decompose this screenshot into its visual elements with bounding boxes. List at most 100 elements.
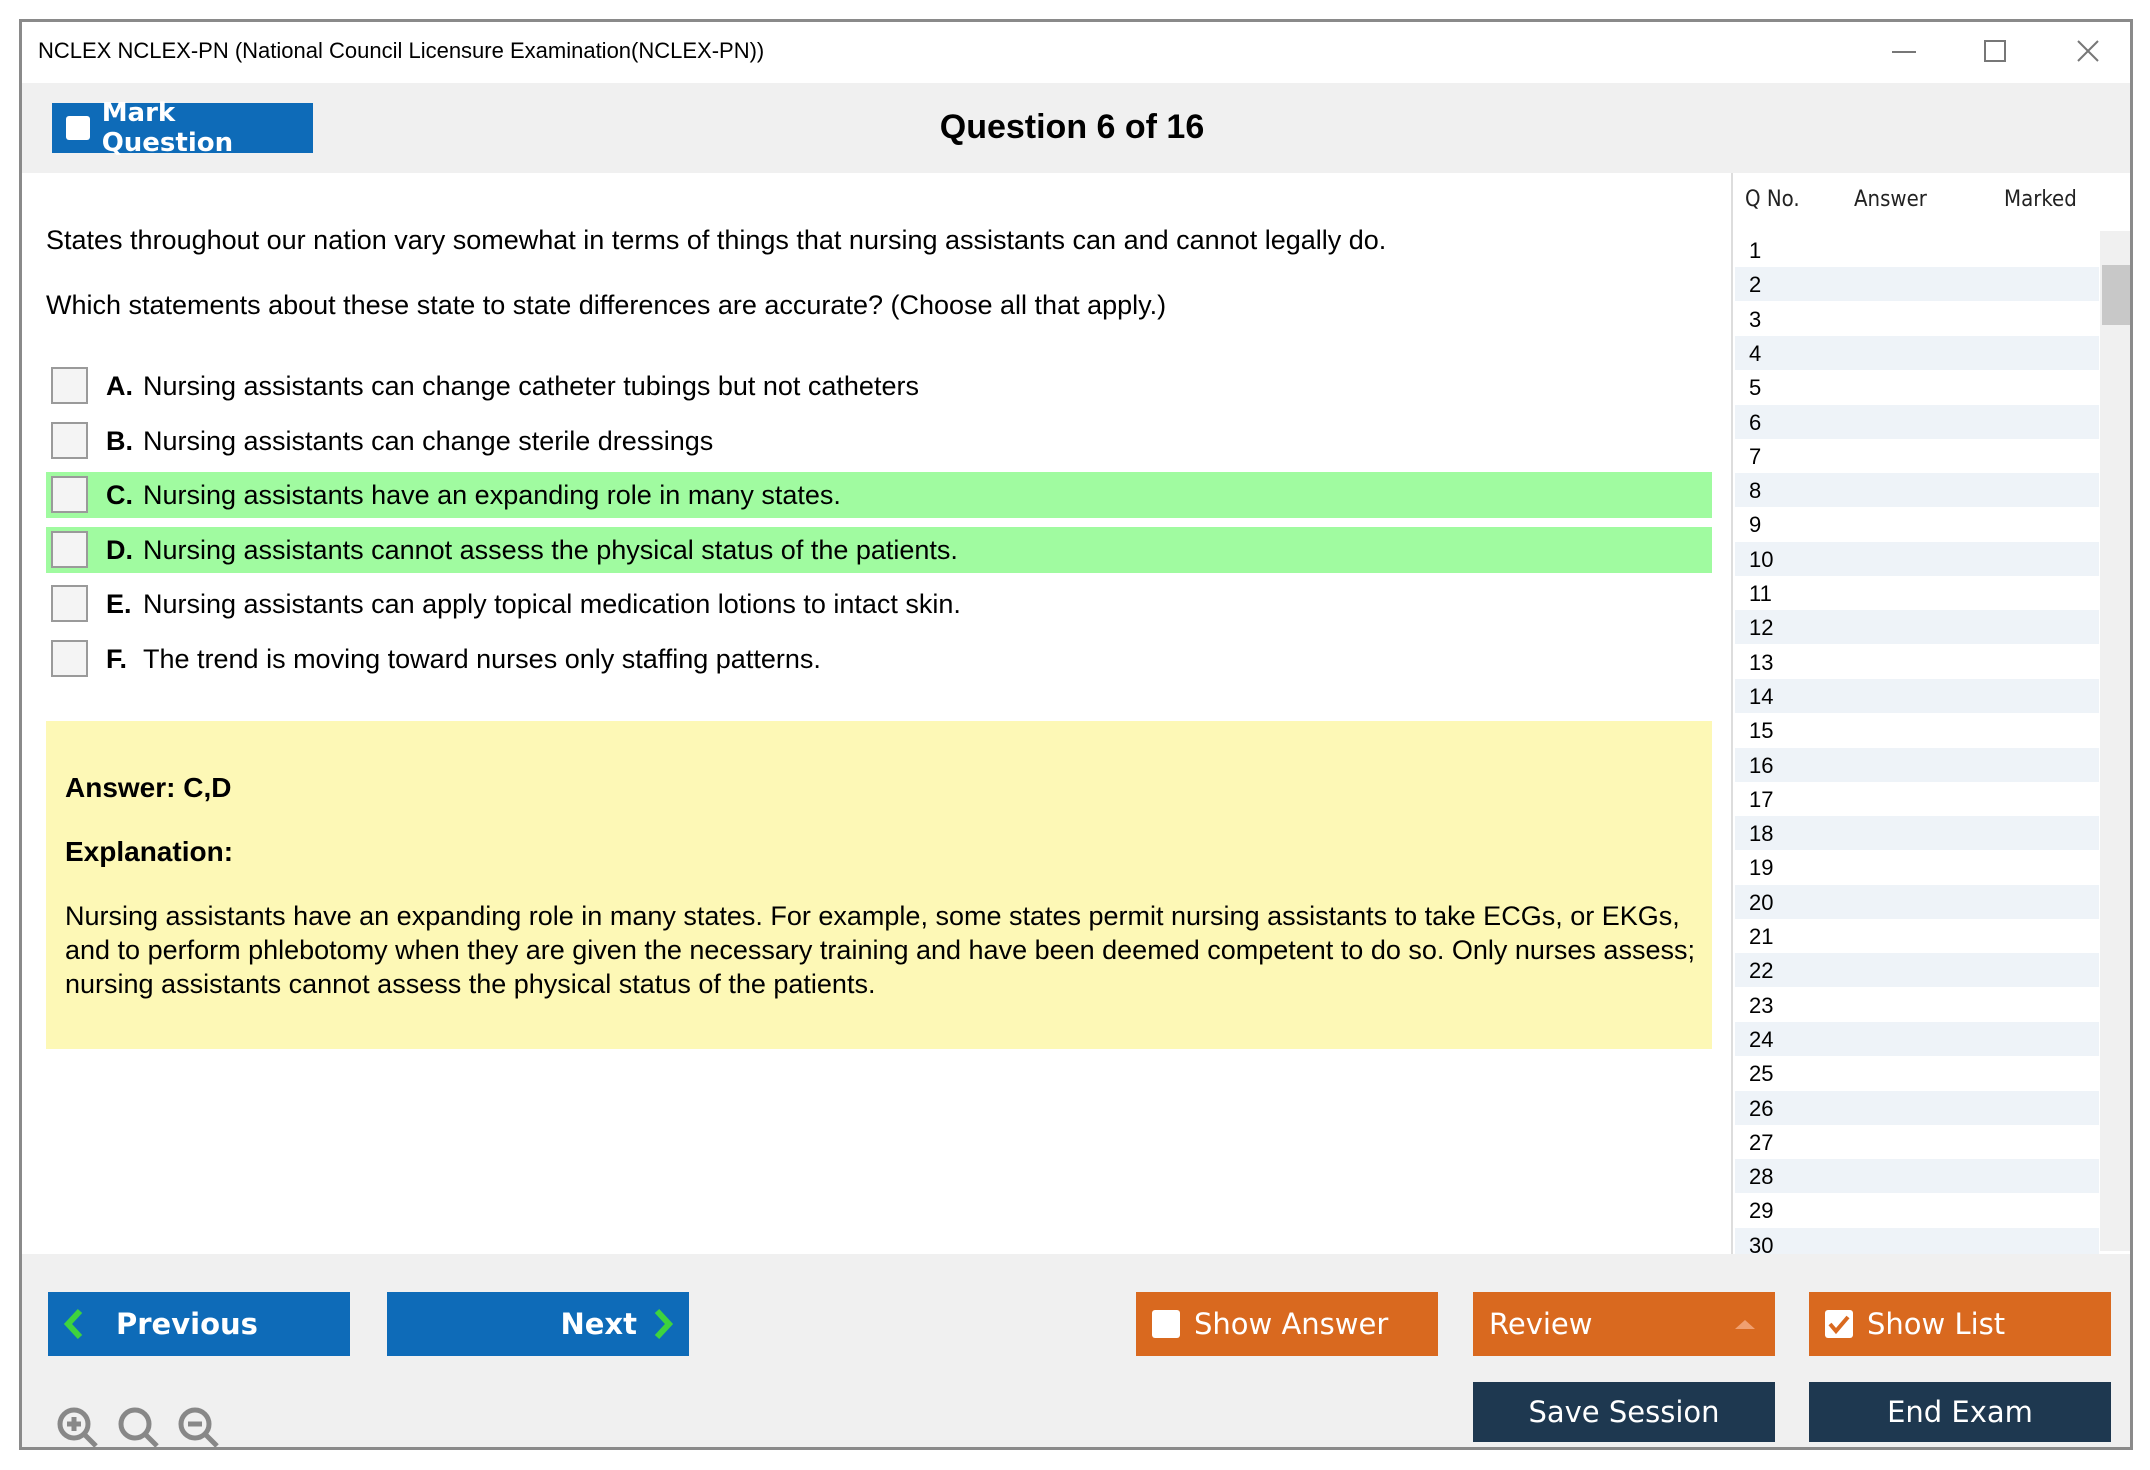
list-row[interactable]: 4: [1735, 335, 2099, 370]
app-window: NCLEX NCLEX-PN (National Council Licensu…: [19, 19, 2133, 1450]
question-number: 21: [1749, 924, 1774, 949]
question-number: 30: [1749, 1232, 1774, 1258]
list-row[interactable]: 2: [1735, 267, 2099, 302]
list-row[interactable]: 13: [1735, 644, 2099, 679]
list-row[interactable]: 17: [1735, 781, 2099, 816]
question-number: 6: [1749, 409, 1762, 435]
option-row[interactable]: D. Nursing assistants cannot assess the p…: [46, 526, 1712, 573]
question-number: 10: [1749, 546, 1774, 572]
checkbox[interactable]: [51, 476, 88, 513]
next-button[interactable]: Next: [387, 1292, 689, 1356]
option-row[interactable]: F. The trend is moving toward nurses only…: [46, 636, 1712, 682]
previous-button[interactable]: Previous: [48, 1292, 350, 1356]
list-row[interactable]: 21: [1735, 919, 2099, 953]
question-number: 22: [1749, 958, 1774, 984]
option-row[interactable]: A. Nursing assistants can change catheter…: [46, 363, 1712, 409]
question-number: 24: [1749, 1026, 1774, 1052]
explanation-label: Explanation:: [65, 836, 234, 867]
checkbox[interactable]: [51, 530, 88, 568]
label: Previous: [116, 1307, 258, 1341]
list-row[interactable]: 1: [1735, 233, 2099, 267]
list-header: Marked: [2004, 187, 2077, 212]
option-letter: B.: [106, 425, 133, 456]
question-number: 1: [1749, 238, 1762, 263]
review-button[interactable]: Review: [1473, 1292, 1775, 1356]
question-number: 5: [1749, 375, 1762, 401]
option-letter: C.: [106, 480, 133, 510]
scroll-thumb[interactable]: [2102, 265, 2130, 325]
label: Review: [1489, 1307, 1593, 1341]
list-row[interactable]: 20: [1735, 884, 2099, 919]
list-row[interactable]: 5: [1735, 370, 2099, 405]
scrollbar[interactable]: [2100, 231, 2130, 1251]
question-number: 7: [1749, 443, 1762, 469]
question-number: 29: [1749, 1198, 1774, 1224]
list-row[interactable]: 14: [1735, 678, 2099, 713]
list-row[interactable]: 8: [1735, 473, 2099, 508]
title-bar: NCLEX NCLEX-PN (National Council Licensu…: [22, 22, 2130, 83]
question-number: 13: [1749, 649, 1774, 675]
arrow-icon: [63, 1308, 83, 1340]
list-row[interactable]: 22: [1735, 953, 2099, 988]
toolbar: Previous Next Show Answer Review Show List Sa…: [22, 1254, 2130, 1450]
question-number: 2: [1749, 272, 1762, 298]
list-row[interactable]: 3: [1735, 301, 2099, 336]
question-number: 19: [1749, 855, 1774, 881]
list-row[interactable]: 25: [1735, 1056, 2099, 1091]
option-row[interactable]: C. Nursing assistants have an expanding r…: [46, 472, 1712, 518]
option-row[interactable]: E. Nursing assistants can apply topical m…: [46, 581, 1712, 627]
question-number: 15: [1749, 718, 1774, 744]
list-row[interactable]: 7: [1735, 438, 2099, 473]
option-row[interactable]: B. Nursing assistants can change sterile …: [46, 418, 1712, 464]
question-number: 9: [1749, 512, 1762, 538]
arrow-icon: [654, 1308, 674, 1340]
window-title: NCLEX NCLEX-PN (National Council Licensu…: [38, 38, 765, 63]
list-row[interactable]: 9: [1735, 507, 2099, 542]
list-row[interactable]: 18: [1735, 816, 2099, 851]
list-row[interactable]: 12: [1735, 610, 2099, 645]
option-text: Nursing assistants can change catheter t…: [143, 371, 919, 401]
list-row[interactable]: 29: [1735, 1193, 2099, 1228]
list-row[interactable]: 28: [1735, 1159, 2099, 1194]
maximize[interactable]: [1984, 40, 2006, 62]
close[interactable]: [2076, 39, 2100, 63]
list-row[interactable]: 26: [1735, 1090, 2099, 1125]
show-list-button[interactable]: Show List: [1809, 1292, 2111, 1356]
list-row[interactable]: 23: [1735, 987, 2099, 1022]
checkbox[interactable]: [51, 421, 88, 459]
option-letter: D.: [106, 534, 133, 565]
question-number: 25: [1749, 1061, 1774, 1087]
question-number: 18: [1749, 821, 1774, 847]
label: Mark Question: [101, 98, 234, 158]
label: Save Session: [1528, 1395, 1720, 1429]
zoom-icons[interactable]: [52, 1404, 242, 1450]
checkbox: [66, 116, 90, 140]
mark-question-button[interactable]: Mark Question: [52, 98, 313, 158]
list-row[interactable]: 16: [1735, 747, 2099, 782]
list-row[interactable]: 10: [1735, 541, 2099, 576]
question-number: 12: [1749, 615, 1774, 641]
list-row[interactable]: 27: [1735, 1124, 2099, 1159]
minimize[interactable]: [1892, 51, 1916, 53]
question-list: Q No. Answer Marked 1 2 3 4 5 6 7 8 9 10 11 12 13 14 15 16…: [1731, 173, 2130, 1262]
label: Show Answer: [1194, 1307, 1389, 1341]
checkbox[interactable]: [51, 367, 88, 404]
save-session-button[interactable]: Save Session: [1473, 1382, 1775, 1442]
option-text: Nursing assistants can change sterile dr…: [143, 425, 714, 456]
list-row[interactable]: 15: [1735, 713, 2099, 748]
question-number: 20: [1749, 889, 1774, 915]
list-row[interactable]: 24: [1735, 1021, 2099, 1056]
label: Show List: [1867, 1307, 2006, 1341]
list-row[interactable]: 6: [1735, 404, 2099, 439]
list-row[interactable]: 11: [1735, 576, 2099, 610]
checkbox[interactable]: [51, 585, 88, 622]
show-answer-button[interactable]: Show Answer: [1136, 1292, 1438, 1356]
checkbox[interactable]: [51, 639, 88, 677]
question-counter: Question 6 of 16: [939, 108, 1205, 146]
list-row[interactable]: 19: [1735, 850, 2099, 885]
question-number: 28: [1749, 1164, 1774, 1190]
answer-box: Answer: C,D Explanation: Nursing assistant…: [46, 721, 1712, 1049]
end-exam-button[interactable]: End Exam: [1809, 1382, 2111, 1442]
list-header: Answer: [1854, 187, 1927, 212]
